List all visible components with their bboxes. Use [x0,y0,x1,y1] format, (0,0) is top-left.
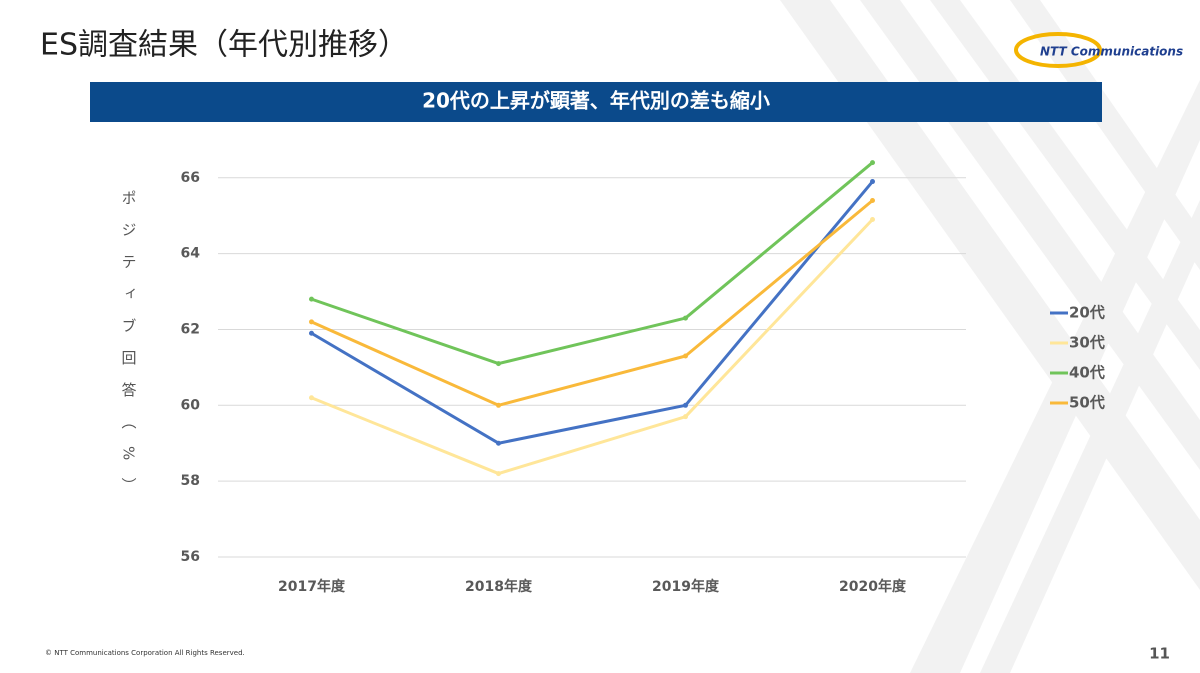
x-tick-label: 2020年度 [839,578,907,595]
x-tick-label: 2017年度 [278,578,346,595]
page-number: 11 [1149,645,1170,663]
y-tick-label: 64 [181,246,201,262]
legend-label: 30代 [1069,334,1105,352]
point [683,353,688,359]
series-line [310,180,874,445]
x-tick-label: 2018年度 [465,578,533,595]
copyright: © NTT Communications Corporation All Rig… [45,649,245,657]
point [496,402,501,408]
point [309,395,314,401]
series-line [310,199,874,407]
point [683,315,688,321]
point [309,296,314,302]
point [870,179,875,185]
point [683,402,688,408]
point [870,160,875,166]
legend-label: 50代 [1069,394,1105,412]
y-tick-label: 62 [181,321,200,337]
point [683,414,688,420]
y-tick-label: 58 [181,473,200,489]
banner-text: 20代の上昇が顕著、年代別の差も縮小 [422,89,770,113]
banner [90,82,1102,122]
series-line [311,161,874,366]
logo-ring [1014,32,1102,68]
point [309,330,314,336]
logo: NTT Communications [1040,45,1183,59]
x-tick-label: 2019年度 [652,578,720,595]
y-axis-label: ポジティブ回答（%） [120,190,138,509]
point [870,198,875,204]
point [870,216,875,222]
y-tick-label: 56 [181,549,200,565]
point [496,361,501,367]
point [309,319,314,325]
series-line [310,218,874,476]
point [496,440,501,446]
y-tick-label: 66 [181,170,200,186]
legend-label: 40代 [1069,364,1105,382]
slide-title: ES調査結果（年代別推移） [40,28,408,63]
point [496,471,501,477]
legend-label: 20代 [1069,304,1105,322]
y-tick-label: 60 [181,397,201,413]
